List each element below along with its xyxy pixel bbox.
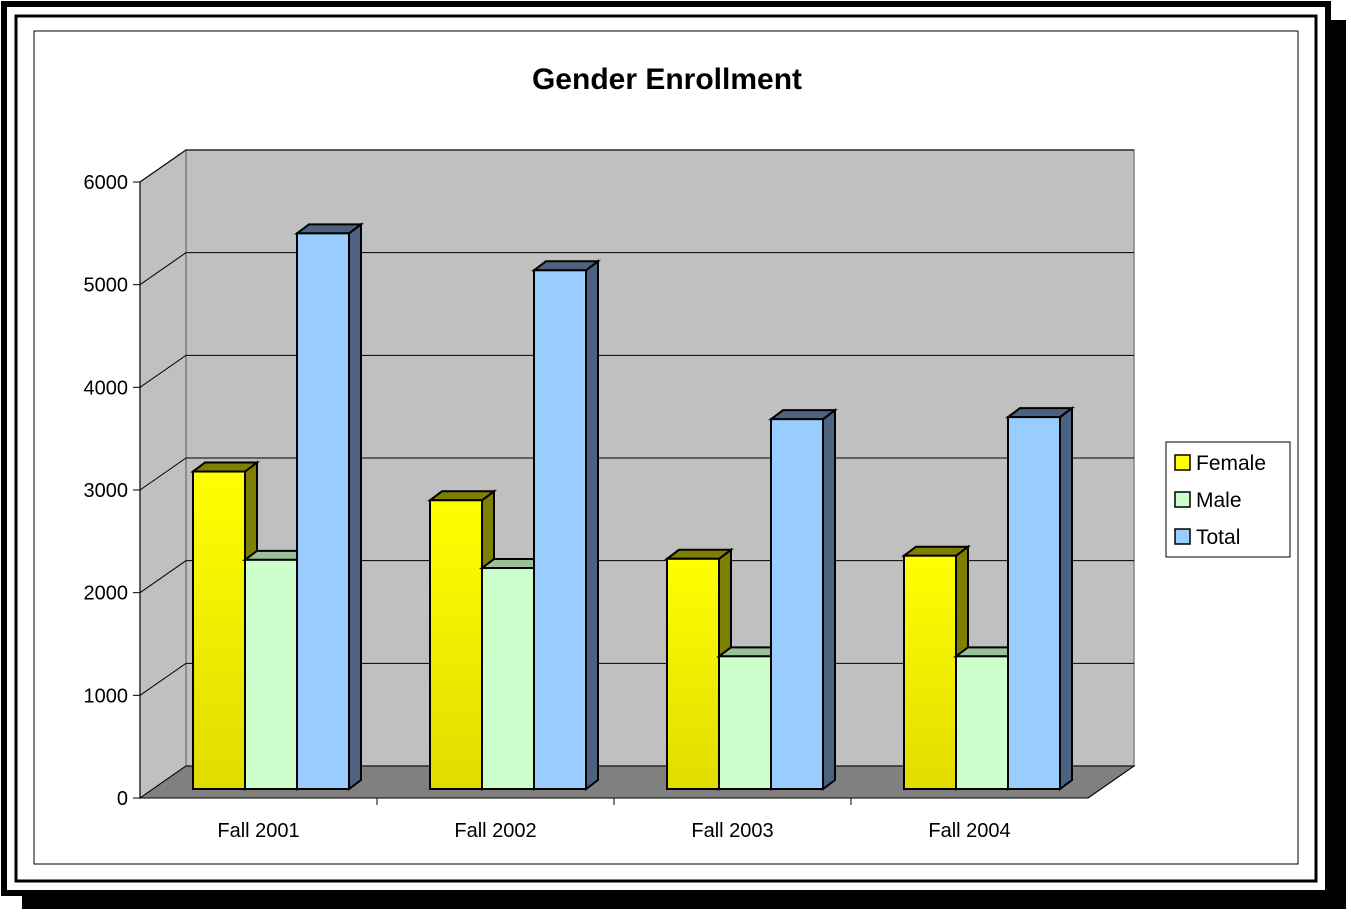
bar-total-1 xyxy=(531,259,601,791)
bar-total-3 xyxy=(1005,406,1075,791)
chart-title: Gender Enrollment xyxy=(532,63,802,96)
gridline xyxy=(139,252,1134,286)
bar-total-0 xyxy=(294,222,364,791)
legend-swatch xyxy=(1174,491,1191,508)
y-tick-label: 4000 xyxy=(84,377,129,399)
x-tick-label: Fall 2003 xyxy=(691,820,773,842)
y-tick-label: 3000 xyxy=(84,480,129,502)
legend-swatch xyxy=(1174,528,1191,545)
axes: 0 1000 2000 3000 4000 5000 6000 Fall 2001 Fall 2… xyxy=(84,172,1135,842)
x-tick-label: Fall 2002 xyxy=(454,820,536,842)
bar-total-2 xyxy=(768,408,838,791)
bars xyxy=(190,222,1075,791)
legend-label: Total xyxy=(1196,526,1240,549)
legend-item-male: Male xyxy=(1174,489,1242,512)
plot-area xyxy=(138,148,1136,800)
legend-label: Female xyxy=(1196,452,1266,475)
x-tick-label: Fall 2001 xyxy=(217,820,299,842)
legend-swatch xyxy=(1174,454,1191,471)
y-tick-label: 6000 xyxy=(84,172,129,194)
x-tick-label: Fall 2004 xyxy=(928,820,1010,842)
legend-item-female: Female xyxy=(1174,452,1266,475)
y-tick-label: 5000 xyxy=(84,275,129,297)
y-tick-label: 0 xyxy=(117,788,128,810)
floor-right-edge xyxy=(1087,765,1135,799)
legend: Female Male Total xyxy=(1165,441,1291,558)
y-tick-label: 2000 xyxy=(84,583,129,605)
y-tick-label: 1000 xyxy=(84,685,129,707)
gridline xyxy=(139,354,1134,388)
legend-item-total: Total xyxy=(1174,526,1240,549)
legend-label: Male xyxy=(1196,489,1242,512)
gridline xyxy=(139,149,1134,183)
